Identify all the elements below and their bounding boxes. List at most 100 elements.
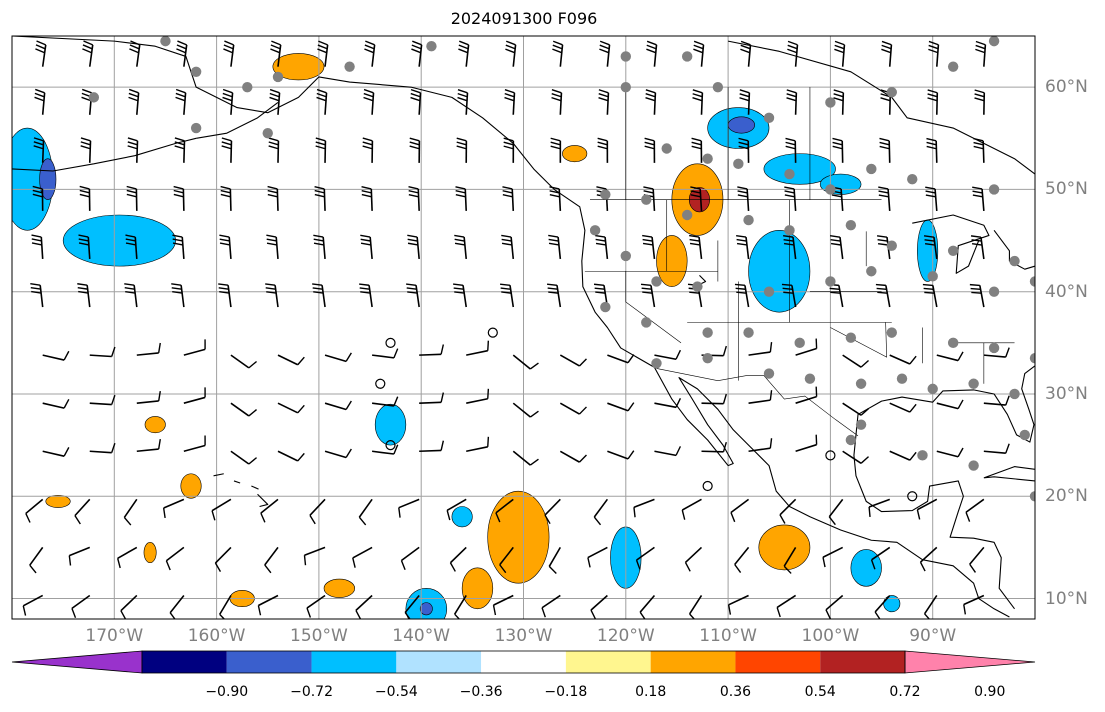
wind-barb (306, 594, 326, 618)
colorbar-tick-label: 0.36 (719, 684, 752, 700)
wind-barb (404, 594, 420, 619)
wind-barb (972, 186, 985, 211)
station-marker (589, 225, 601, 236)
wind-barb (969, 546, 985, 573)
wind-barb (230, 402, 258, 417)
wind-barb (503, 137, 515, 163)
wind-barb (165, 546, 185, 571)
wind-barb (183, 339, 206, 356)
station-marker (600, 301, 611, 313)
anomaly-area (763, 153, 836, 185)
wind-barb (79, 185, 91, 211)
station-marker (917, 450, 928, 461)
wind-barb (654, 398, 682, 409)
station-marker (845, 220, 857, 231)
wind-barb (371, 396, 399, 407)
wind-barb (870, 546, 891, 570)
wind-barb (220, 185, 232, 211)
wind-barb (512, 450, 539, 466)
station-marker (866, 266, 877, 277)
wind-barb (363, 88, 375, 115)
station-marker (702, 153, 713, 164)
station-marker (262, 127, 273, 139)
anomaly-area (143, 541, 157, 564)
wind-barb (175, 88, 187, 115)
wind-barb (512, 354, 539, 370)
wind-barb (29, 546, 44, 574)
station-marker (886, 87, 897, 98)
wind-barb (358, 498, 373, 526)
wind-barb (453, 595, 467, 619)
wind-barb (324, 400, 352, 411)
colorbar (11, 650, 1036, 674)
wind-barb (174, 137, 186, 163)
wind-barb (314, 185, 326, 211)
wind-barb (552, 40, 564, 67)
wind-barb (878, 186, 891, 211)
wind-barb (736, 234, 750, 260)
station-marker (896, 373, 908, 384)
station-marker (733, 158, 744, 170)
wind-barb (748, 390, 773, 404)
wind-barb (136, 342, 161, 356)
wind-barbs (22, 40, 1010, 619)
wind-barb (936, 351, 964, 362)
wind-barb (690, 186, 703, 211)
wind-barb (748, 342, 773, 356)
coastline-path (251, 485, 259, 490)
wind-barb (701, 442, 727, 453)
anomaly-area (487, 490, 550, 584)
station-marker (88, 92, 100, 103)
coastline-path (233, 480, 241, 484)
anomaly-area (758, 524, 811, 571)
station-marker (763, 112, 775, 124)
wind-barb (406, 283, 420, 308)
wind-barb (975, 40, 987, 67)
station-marker (968, 460, 979, 471)
colorbar-segment (650, 651, 736, 673)
wind-barb (277, 402, 305, 414)
wind-barb (779, 498, 797, 524)
wind-barb (734, 546, 750, 574)
wind-barb (317, 40, 329, 67)
anomaly-area (883, 595, 901, 613)
wind-barb (590, 594, 608, 619)
station-marker (426, 41, 437, 52)
wind-barb (551, 89, 563, 115)
wind-barb (738, 137, 750, 163)
wind-barb (505, 40, 517, 67)
longitude-label: 160°W (187, 626, 246, 646)
station-marker (344, 61, 355, 72)
wind-barb (355, 594, 373, 619)
station-marker (1019, 429, 1030, 441)
wind-barb (492, 594, 514, 616)
station-marker (855, 378, 867, 389)
wind-barb (265, 283, 279, 308)
wind-barb (222, 88, 234, 115)
wind-barb (927, 89, 939, 115)
coastline-path (855, 365, 1035, 443)
coastline-path (983, 466, 1035, 482)
wind-barb (214, 546, 232, 573)
wind-barb (230, 450, 258, 465)
wind-barb (25, 498, 44, 523)
colorbar-tick-label: −0.18 (544, 684, 588, 700)
wind-barb (257, 594, 279, 616)
colorbar-tick-label: −0.72 (290, 684, 333, 700)
wind-barb (495, 498, 514, 523)
latitude-label: 10°N (1045, 588, 1088, 609)
wind-barb (136, 390, 161, 404)
wind-barb (30, 283, 44, 308)
station-marker (641, 194, 652, 205)
station-marker (160, 36, 171, 47)
wind-barb (925, 186, 938, 211)
wind-barb (829, 235, 844, 260)
wind-barb (633, 498, 655, 518)
wind-barb (607, 402, 635, 412)
station-marker (988, 36, 1000, 47)
wind-barb (221, 137, 233, 163)
wind-barb (776, 594, 797, 618)
station-marker (712, 81, 724, 93)
wind-barb (456, 137, 468, 163)
